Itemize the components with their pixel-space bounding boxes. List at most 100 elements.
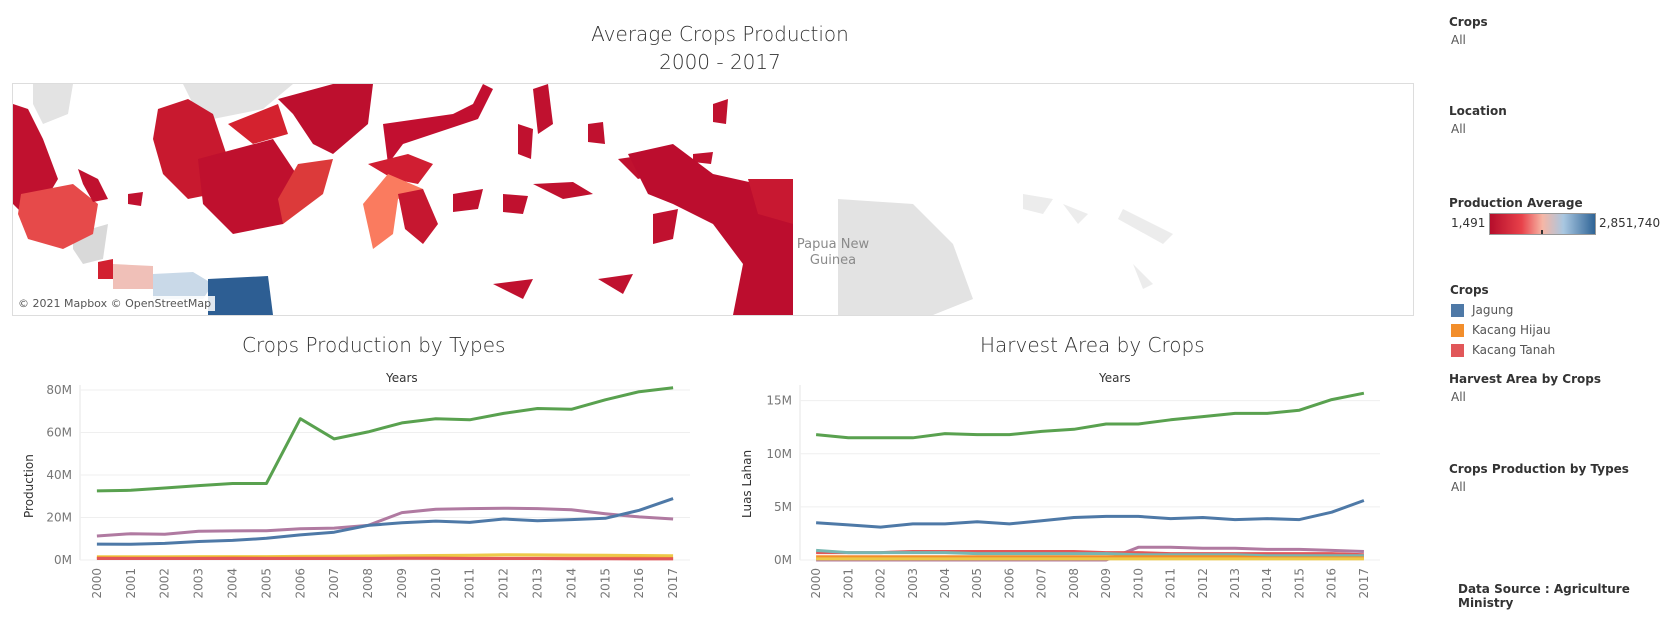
harvest-chart-x-tick-label: 2008 — [1067, 568, 1081, 599]
production-chart-series-line-1[interactable] — [96, 506, 674, 538]
map-region — [18, 184, 98, 249]
harvest-chart-x-tick-label: 2006 — [1002, 568, 1016, 599]
harvest-chart-x-tick-label: 2003 — [906, 568, 920, 599]
harvest-chart-x-tick-label: 2005 — [970, 568, 984, 599]
legend-swatch — [1451, 343, 1464, 357]
production-chart-series-line-5[interactable] — [96, 556, 674, 561]
harvest-chart-x-tick-label: 2001 — [841, 568, 855, 599]
production-chart-y-tick-label: 60M — [46, 426, 72, 440]
production-chart-series-line-3[interactable] — [96, 553, 674, 559]
map-region — [208, 276, 273, 315]
production-chart-y-tick-label: 40M — [46, 468, 72, 482]
map-credit[interactable]: © 2021 Mapbox © OpenStreetMap — [14, 296, 216, 311]
production-chart-series-line-2[interactable] — [96, 497, 674, 546]
legend-swatch — [1451, 323, 1464, 337]
map-region — [113, 264, 153, 289]
production-chart-x-tick-label: 2016 — [632, 568, 646, 599]
production-chart-x-tick-label: 2006 — [293, 568, 307, 599]
choropleth-map[interactable]: Papua New Guinea — [12, 83, 1414, 316]
harvest-chart-series-line-4[interactable] — [815, 548, 1364, 558]
gradient-midpoint-marker — [1541, 230, 1543, 234]
map-land-grey — [1133, 264, 1153, 289]
production-chart-x-tick-label: 2000 — [90, 568, 104, 599]
legend-item-kacang-hijau[interactable]: Kacang Hijau — [1451, 320, 1555, 340]
production-chart-x-tick-label: 2007 — [327, 568, 341, 599]
data-source-note: Data Source : Agriculture Ministry — [1458, 582, 1630, 610]
legend-item-jagung[interactable]: Jagung — [1451, 300, 1555, 320]
map-region — [368, 154, 433, 184]
harvest-chart-x-tick-label: 2000 — [809, 568, 823, 599]
harvest-filter-label: Harvest Area by Crops — [1449, 372, 1601, 386]
crops-filter-value[interactable]: All — [1451, 33, 1466, 47]
map-land-grey — [183, 84, 293, 119]
map-region — [453, 189, 483, 212]
map-land-grey — [1023, 194, 1053, 214]
map-region — [533, 182, 593, 199]
map-region — [518, 124, 533, 159]
map-region — [503, 194, 528, 214]
production-chart-title: Crops Production by Types — [242, 333, 506, 357]
production-chart-x-tick-label: 2011 — [463, 568, 477, 599]
crops-filter-label: Crops — [1449, 15, 1488, 29]
harvest-chart-series-line-1[interactable] — [816, 499, 1365, 529]
harvest-chart-y-tick-label: 5M — [774, 500, 792, 514]
map-region — [693, 152, 713, 164]
map-region — [598, 274, 633, 294]
harvest-chart-x-tick-label: 2013 — [1228, 568, 1242, 599]
production-chart-y-tick-label: 0M — [54, 553, 72, 567]
production-average-max: 2,851,740 — [1599, 216, 1661, 230]
location-filter-value[interactable]: All — [1451, 122, 1466, 136]
production-line-chart[interactable]: 0M 20M 40M 60M 80M 2000 2001 2002 2003 2004 2005 20… — [40, 385, 730, 635]
production-chart-series-line-0[interactable] — [96, 386, 674, 493]
crops-legend-title: Crops — [1450, 283, 1489, 297]
legend-label: Kacang Tanah — [1472, 343, 1556, 357]
production-chart-y-tick-label: 20M — [46, 511, 72, 525]
map-region — [278, 159, 333, 224]
legend-item-kacang-tanah[interactable]: Kacang Tanah — [1451, 340, 1555, 360]
production-average-gradient — [1489, 213, 1596, 235]
harvest-chart-x-tick-label: 2011 — [1164, 568, 1178, 599]
map-place-label: Guinea — [810, 253, 856, 268]
legend-swatch — [1451, 303, 1464, 317]
harvest-chart-x-tick-label: 2015 — [1292, 568, 1306, 599]
map-land-grey — [1118, 209, 1173, 244]
map-region — [383, 84, 493, 164]
map-title: Average Crops Production 2000 - 2017 — [560, 20, 880, 76]
map-region — [153, 272, 213, 299]
map-region — [588, 122, 605, 144]
map-region — [128, 192, 143, 206]
map-region — [493, 279, 533, 299]
production-average-min: 1,491 — [1451, 216, 1486, 230]
harvest-chart-x-tick-label: 2009 — [1099, 568, 1113, 599]
map-region — [228, 104, 288, 144]
harvest-chart-x-tick-label: 2002 — [874, 568, 888, 599]
production-chart-ylabel: Production — [22, 454, 36, 518]
harvest-chart-x-tick-label: 2007 — [1035, 568, 1049, 599]
production-chart-xlabel: Years — [386, 371, 418, 385]
map-region — [533, 84, 553, 134]
production-average-label: Production Average — [1449, 196, 1583, 210]
harvest-chart-x-tick-label: 2014 — [1260, 568, 1274, 599]
legend-label: Jagung — [1472, 303, 1514, 317]
map-region — [398, 189, 438, 244]
location-filter-label: Location — [1449, 104, 1507, 118]
production-chart-x-tick-label: 2009 — [395, 568, 409, 599]
production-filter-value[interactable]: All — [1451, 480, 1466, 494]
harvest-chart-series-line-0[interactable] — [815, 391, 1365, 440]
harvest-line-chart[interactable]: 0M 5M 10M 15M 2000 2001 2002 2003 2004 2005 2006 20… — [755, 385, 1440, 635]
harvest-chart-x-tick-label: 2016 — [1325, 568, 1339, 599]
harvest-chart-x-tick-label: 2010 — [1131, 568, 1145, 599]
production-chart-x-tick-label: 2013 — [531, 568, 545, 599]
harvest-filter-value[interactable]: All — [1451, 390, 1466, 404]
harvest-chart-y-tick-label: 15M — [766, 394, 792, 408]
production-chart-x-tick-label: 2002 — [158, 568, 172, 599]
production-chart-x-tick-label: 2008 — [361, 568, 375, 599]
map-canvas[interactable]: Papua New Guinea — [13, 84, 1413, 315]
map-region — [713, 99, 728, 124]
production-chart-x-tick-label: 2015 — [598, 568, 612, 599]
production-chart-x-tick-label: 2017 — [666, 568, 680, 599]
map-region — [78, 169, 108, 202]
production-chart-x-tick-label: 2005 — [259, 568, 273, 599]
harvest-chart-x-tick-label: 2017 — [1357, 568, 1371, 599]
harvest-chart-y-tick-label: 10M — [766, 447, 792, 461]
